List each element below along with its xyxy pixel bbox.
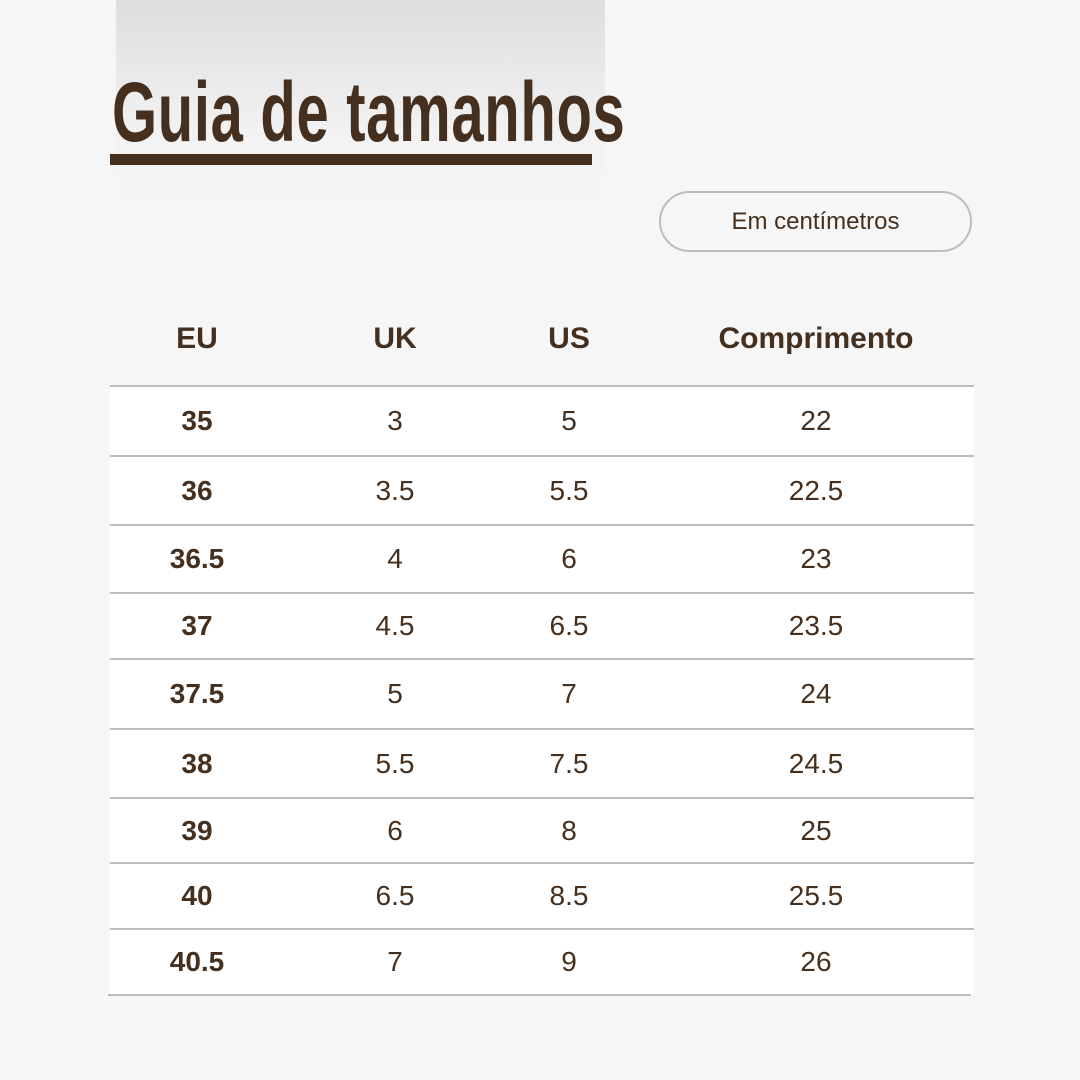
cell-us: 5.5 xyxy=(549,474,589,506)
cell-eu: 37 xyxy=(181,610,213,641)
cell-length: 24 xyxy=(800,678,832,709)
cell-length: 25.5 xyxy=(788,880,844,911)
table-row: 35 3 5 22 xyxy=(110,385,974,455)
cell-length: 23 xyxy=(800,543,832,574)
cell-uk: 6.5 xyxy=(375,880,415,911)
cell-us: 8 xyxy=(561,814,577,846)
cell-us: 8.5 xyxy=(549,880,589,911)
column-header-length: Comprimento xyxy=(718,322,914,355)
cell-us: 9 xyxy=(561,946,577,977)
cell-uk: 3 xyxy=(387,405,403,436)
cell-us: 7 xyxy=(561,678,577,709)
cell-length: 24.5 xyxy=(788,747,844,779)
cell-eu: 40 xyxy=(181,880,213,911)
table-row: 37.5 5 7 24 xyxy=(110,658,974,728)
cell-eu: 36.5 xyxy=(169,543,225,574)
cell-length: 25 xyxy=(800,814,832,846)
cell-eu: 37.5 xyxy=(169,678,225,709)
cell-uk: 5 xyxy=(387,678,403,709)
table-row: 36.5 4 6 23 xyxy=(110,524,974,592)
table-row: 39 6 8 25 xyxy=(110,797,974,862)
cell-eu: 39 xyxy=(181,814,213,846)
cell-eu: 40.5 xyxy=(169,946,225,977)
table-row: 37 4.5 6.5 23.5 xyxy=(110,592,974,658)
column-header-us: US xyxy=(548,322,590,355)
cell-length: 22 xyxy=(800,405,832,436)
cell-eu: 38 xyxy=(181,747,213,779)
cell-length: 22.5 xyxy=(788,474,844,506)
cell-uk: 4.5 xyxy=(375,610,415,641)
column-header-uk: UK xyxy=(373,322,417,355)
cell-eu: 35 xyxy=(181,405,213,436)
table-bottom-divider xyxy=(108,994,971,996)
title-background xyxy=(116,0,605,225)
table-row: 40.5 7 9 26 xyxy=(110,928,974,994)
cell-us: 6.5 xyxy=(549,610,589,641)
unit-label: Em centímetros xyxy=(731,207,900,235)
cell-uk: 7 xyxy=(387,946,403,977)
table-row: 40 6.5 8.5 25.5 xyxy=(110,862,974,928)
column-header-eu: EU xyxy=(176,322,218,355)
cell-us: 7.5 xyxy=(549,747,589,779)
cell-uk: 4 xyxy=(387,543,403,574)
cell-uk: 5.5 xyxy=(375,747,415,779)
cell-length: 26 xyxy=(800,946,832,977)
title-underline xyxy=(110,154,592,165)
cell-uk: 6 xyxy=(387,814,403,846)
table-row: 38 5.5 7.5 24.5 xyxy=(110,728,974,797)
cell-uk: 3.5 xyxy=(375,474,415,506)
cell-us: 6 xyxy=(561,543,577,574)
unit-badge: Em centímetros xyxy=(659,191,972,252)
cell-length: 23.5 xyxy=(788,610,844,641)
page-title: Guia de tamanhos xyxy=(112,65,626,159)
cell-us: 5 xyxy=(561,405,577,436)
table-row: 36 3.5 5.5 22.5 xyxy=(110,455,974,524)
cell-eu: 36 xyxy=(181,474,213,506)
